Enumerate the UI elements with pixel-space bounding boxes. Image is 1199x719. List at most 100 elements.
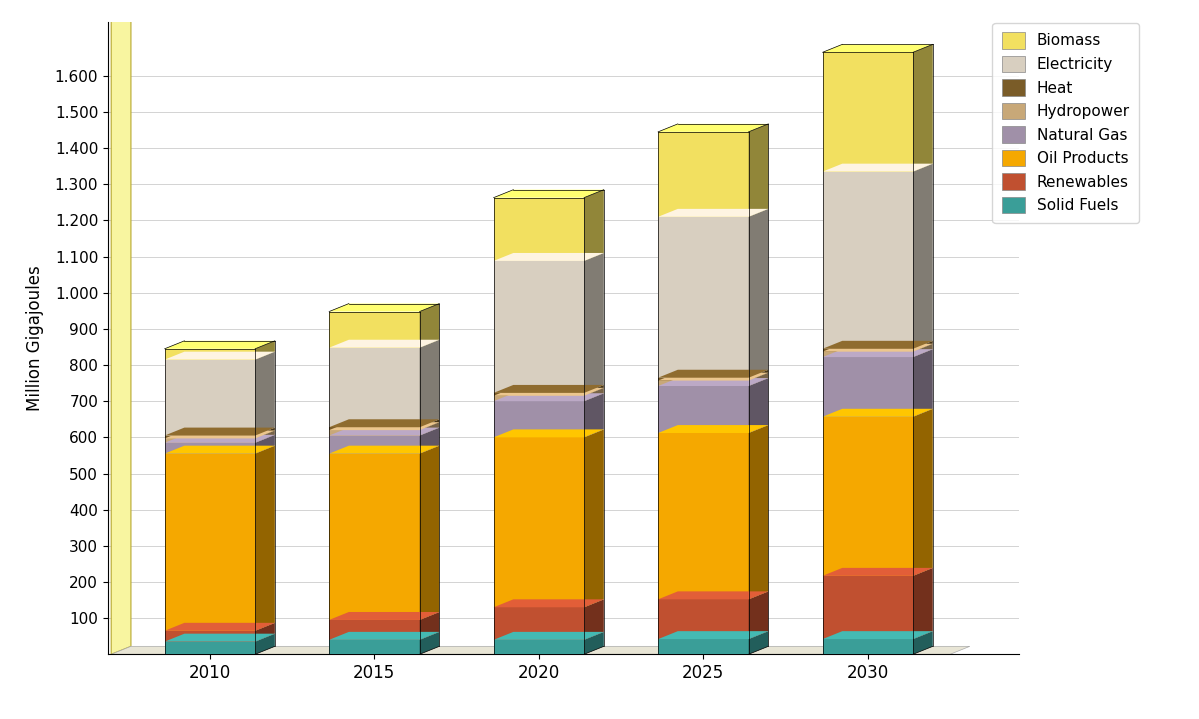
- Polygon shape: [823, 409, 933, 417]
- Polygon shape: [494, 198, 584, 261]
- Polygon shape: [255, 431, 275, 443]
- Polygon shape: [164, 428, 275, 436]
- Polygon shape: [584, 190, 604, 261]
- Polygon shape: [330, 303, 439, 311]
- Polygon shape: [330, 419, 439, 427]
- Polygon shape: [823, 52, 914, 172]
- Polygon shape: [823, 344, 933, 352]
- Polygon shape: [420, 446, 439, 620]
- Polygon shape: [823, 172, 914, 349]
- Polygon shape: [255, 633, 275, 654]
- Polygon shape: [823, 341, 933, 349]
- Polygon shape: [823, 357, 914, 417]
- Polygon shape: [494, 401, 584, 437]
- Polygon shape: [823, 576, 914, 639]
- Polygon shape: [255, 623, 275, 641]
- Polygon shape: [420, 422, 439, 436]
- Polygon shape: [164, 436, 255, 439]
- Polygon shape: [112, 14, 131, 654]
- Polygon shape: [658, 209, 769, 217]
- Polygon shape: [494, 600, 604, 608]
- Polygon shape: [255, 428, 275, 439]
- Polygon shape: [330, 640, 420, 654]
- Polygon shape: [420, 612, 439, 640]
- Polygon shape: [823, 349, 933, 357]
- Polygon shape: [112, 646, 970, 654]
- Polygon shape: [823, 639, 914, 654]
- Polygon shape: [748, 209, 769, 377]
- Polygon shape: [255, 446, 275, 631]
- Polygon shape: [330, 340, 439, 348]
- Polygon shape: [748, 378, 769, 433]
- Polygon shape: [584, 385, 604, 395]
- Polygon shape: [494, 640, 584, 654]
- Polygon shape: [823, 631, 933, 639]
- Polygon shape: [494, 388, 604, 395]
- Polygon shape: [658, 386, 748, 433]
- Polygon shape: [330, 427, 420, 430]
- Polygon shape: [255, 341, 275, 360]
- Polygon shape: [658, 378, 769, 386]
- Polygon shape: [330, 446, 439, 454]
- Polygon shape: [658, 433, 748, 600]
- Polygon shape: [823, 352, 914, 357]
- Polygon shape: [164, 443, 255, 454]
- Polygon shape: [658, 217, 748, 377]
- Polygon shape: [330, 620, 420, 640]
- Polygon shape: [584, 388, 604, 401]
- Polygon shape: [748, 370, 769, 380]
- Polygon shape: [914, 349, 933, 417]
- Polygon shape: [494, 393, 584, 395]
- Polygon shape: [658, 380, 748, 386]
- Legend: Biomass, Electricity, Heat, Hydropower, Natural Gas, Oil Products, Renewables, S: Biomass, Electricity, Heat, Hydropower, …: [993, 23, 1139, 223]
- Polygon shape: [420, 303, 439, 348]
- Polygon shape: [494, 385, 604, 393]
- Polygon shape: [658, 639, 748, 654]
- Y-axis label: Million Gigajoules: Million Gigajoules: [25, 265, 43, 411]
- Polygon shape: [164, 623, 275, 631]
- Polygon shape: [164, 360, 255, 436]
- Polygon shape: [748, 425, 769, 600]
- Polygon shape: [494, 393, 604, 401]
- Polygon shape: [823, 45, 933, 52]
- Polygon shape: [914, 568, 933, 639]
- Polygon shape: [164, 349, 255, 360]
- Polygon shape: [330, 428, 439, 436]
- Polygon shape: [748, 592, 769, 639]
- Polygon shape: [658, 600, 748, 639]
- Polygon shape: [914, 409, 933, 576]
- Polygon shape: [748, 372, 769, 386]
- Polygon shape: [494, 608, 584, 640]
- Polygon shape: [330, 454, 420, 620]
- Polygon shape: [494, 253, 604, 261]
- Polygon shape: [658, 370, 769, 377]
- Polygon shape: [255, 435, 275, 454]
- Polygon shape: [823, 417, 914, 576]
- Polygon shape: [914, 344, 933, 357]
- Polygon shape: [255, 352, 275, 436]
- Polygon shape: [914, 341, 933, 352]
- Polygon shape: [164, 341, 275, 349]
- Polygon shape: [330, 632, 439, 640]
- Polygon shape: [494, 395, 584, 401]
- Polygon shape: [914, 45, 933, 172]
- Polygon shape: [164, 641, 255, 654]
- Polygon shape: [494, 261, 584, 393]
- Polygon shape: [748, 631, 769, 654]
- Polygon shape: [914, 164, 933, 349]
- Polygon shape: [658, 377, 748, 380]
- Polygon shape: [584, 632, 604, 654]
- Polygon shape: [164, 446, 275, 454]
- Polygon shape: [584, 600, 604, 640]
- Polygon shape: [164, 633, 275, 641]
- Polygon shape: [164, 352, 275, 360]
- Polygon shape: [330, 311, 420, 348]
- Polygon shape: [823, 164, 933, 172]
- Polygon shape: [420, 632, 439, 654]
- Polygon shape: [823, 568, 933, 576]
- Polygon shape: [584, 429, 604, 608]
- Polygon shape: [164, 435, 275, 443]
- Polygon shape: [330, 348, 420, 427]
- Polygon shape: [420, 428, 439, 454]
- Polygon shape: [658, 132, 748, 217]
